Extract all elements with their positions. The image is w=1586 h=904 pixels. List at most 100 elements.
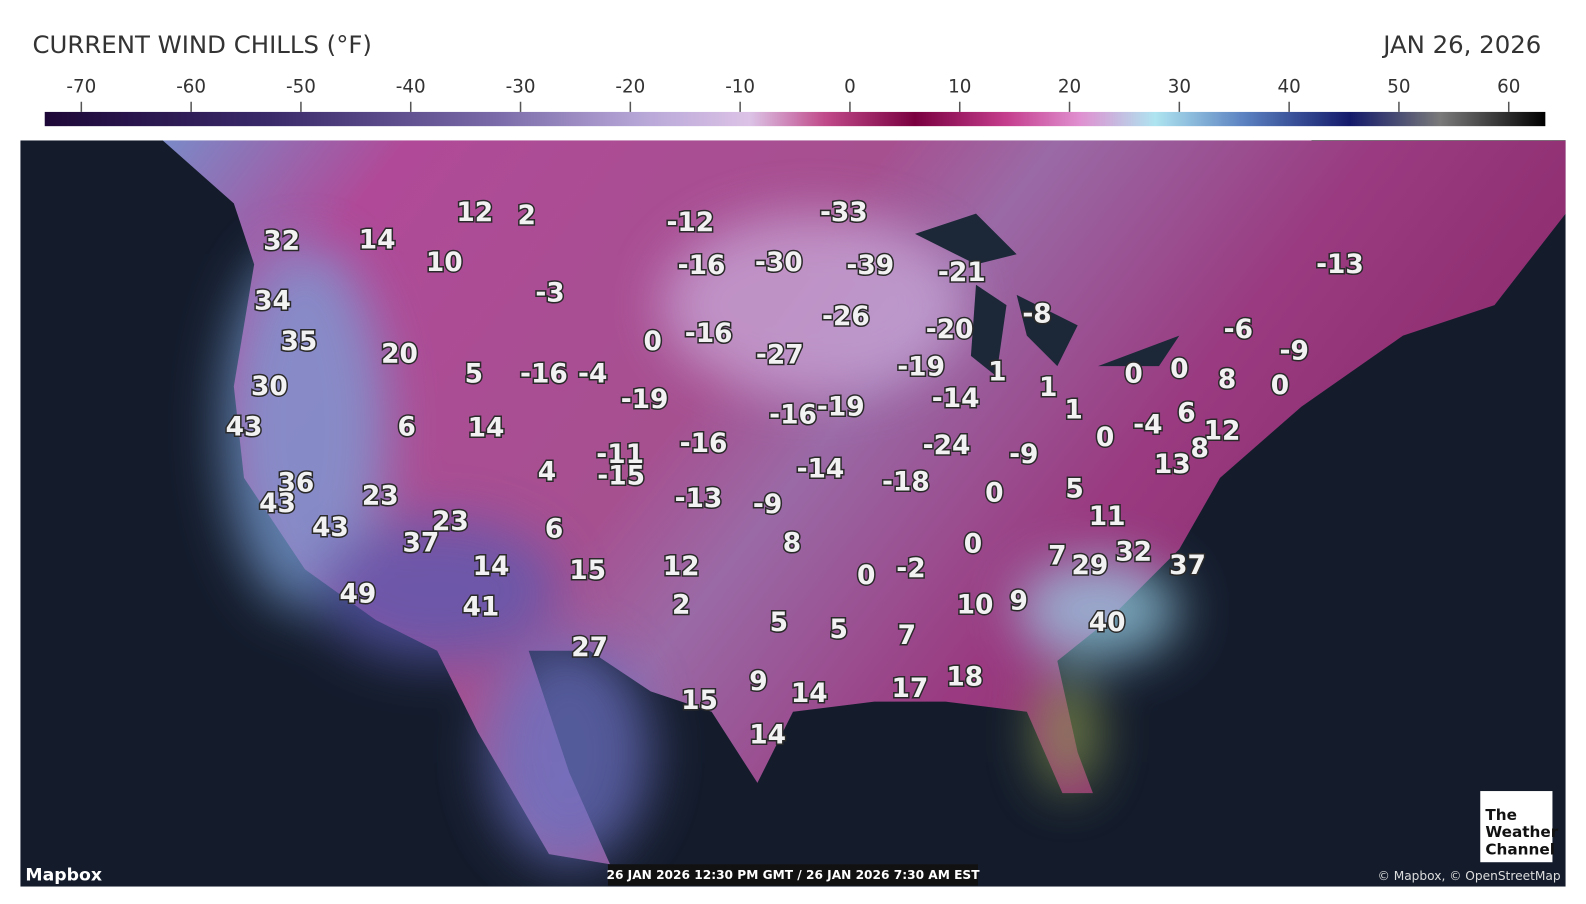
wind-chill-label: -16 [685, 318, 733, 349]
wind-chill-label: 23 [432, 506, 469, 537]
wind-chill-label: 6 [397, 412, 415, 443]
wind-chill-label: 34 [254, 286, 291, 317]
wind-chill-label: 23 [362, 481, 399, 512]
wind-chill-label: 27 [571, 632, 608, 663]
wind-chill-label: -27 [756, 339, 804, 370]
wind-chill-label: -26 [822, 301, 870, 332]
wind-chill-label: 0 [857, 560, 875, 591]
wind-chill-label: 35 [281, 326, 318, 357]
wind-chill-label: -19 [817, 391, 865, 422]
logo-text: The [1485, 806, 1517, 824]
wind-chill-label: -21 [938, 257, 986, 288]
wind-chill-label: 8 [783, 528, 801, 559]
wind-chill-label: -6 [1224, 314, 1253, 345]
wind-chill-label: 20 [381, 338, 418, 369]
wind-chill-label: -33 [820, 197, 868, 228]
tick-label: 60 [1497, 77, 1520, 98]
wind-chill-label: 5 [770, 607, 788, 638]
wind-chill-label: 6 [1177, 397, 1195, 428]
wind-chill-label: 0 [964, 529, 982, 560]
tick-label: -40 [396, 77, 426, 98]
wind-chill-label: -9 [1009, 439, 1038, 470]
wind-chill-label: -16 [678, 250, 726, 281]
wind-chill-label: 49 [339, 578, 376, 609]
wind-chill-label: 0 [1170, 354, 1188, 385]
wind-chill-label: 0 [1096, 422, 1114, 453]
timestamp: 26 JAN 2026 12:30 PM GMT / 26 JAN 2026 7… [606, 868, 980, 882]
tick-label: -20 [615, 77, 645, 98]
wind-chill-label: 1 [1064, 394, 1082, 425]
wind-chill-label: 10 [426, 247, 463, 278]
wind-chill-label: 0 [1271, 370, 1289, 401]
wind-chill-label: -16 [769, 399, 817, 430]
wind-chill-label: 7 [898, 620, 916, 651]
wind-chill-label: 6 [545, 513, 563, 544]
wind-chill-label: -18 [882, 467, 930, 498]
wind-chill-label: -19 [621, 384, 669, 415]
wind-chill-label: -20 [926, 314, 974, 345]
warm-areas [223, 213, 1180, 865]
wind-chill-label: 5 [1065, 474, 1083, 505]
wind-chill-label: -13 [1316, 249, 1364, 280]
wind-chill-label: 15 [681, 685, 718, 716]
tick-label: 0 [844, 77, 856, 98]
wind-chill-label: 43 [312, 512, 349, 543]
wind-chill-label: -39 [846, 250, 894, 281]
wind-chill-label: 0 [985, 478, 1003, 509]
wind-chill-label: 12 [663, 551, 700, 582]
wind-chill-label: 37 [403, 528, 440, 559]
wind-chill-label: -30 [755, 247, 803, 278]
wind-chill-label: 18 [946, 662, 983, 693]
tick-label: -50 [286, 77, 316, 98]
wind-chill-label: 5 [830, 614, 848, 645]
wind-chill-label: 17 [892, 673, 929, 704]
logo-text: Channel [1485, 841, 1555, 859]
wind-chill-label: 30 [251, 371, 288, 402]
great-lakes [915, 213, 1180, 377]
wind-chill-label: 9 [1010, 585, 1028, 616]
wind-chill-label: -3 [535, 277, 564, 308]
wind-chill-label: -19 [897, 352, 945, 383]
wind-chill-label: 12 [456, 197, 493, 228]
wind-chill-label: 11 [1089, 501, 1126, 532]
logo [1480, 791, 1553, 863]
legend-ticks: -70 -60 -50 -40 -30 -20 -10 0 10 20 30 40 50 60 [66, 77, 1520, 112]
wind-chill-label: -2 [896, 553, 925, 584]
wind-chill-label: 15 [569, 555, 606, 586]
wind-chill-label: -13 [675, 483, 723, 514]
wind-chill-label: -12 [666, 207, 714, 238]
brand: Mapbox [25, 865, 102, 885]
wind-chill-label: 14 [749, 720, 786, 751]
wind-chill-label: 12 [1204, 416, 1241, 447]
wind-chill-label: 0 [644, 326, 662, 357]
date: JAN 26, 2026 [1381, 30, 1541, 59]
wind-chill-label: -16 [520, 359, 568, 390]
wind-chill-label: 14 [473, 551, 510, 582]
wind-chill-label: 32 [1115, 537, 1152, 568]
tick-label: 10 [948, 77, 971, 98]
wind-chill-label: 14 [468, 413, 505, 444]
wind-chill-label: 1 [988, 357, 1006, 388]
wind-chill-label: -15 [597, 460, 645, 491]
logo-text: Weather [1485, 823, 1558, 841]
wind-chill-label: 8 [1218, 364, 1236, 395]
wind-chill-label: -8 [1022, 299, 1051, 330]
wind-chill-label: 14 [791, 678, 828, 709]
tick-label: -10 [725, 77, 755, 98]
wind-chill-label: 2 [672, 590, 690, 621]
wind-chill-label: -9 [753, 489, 782, 520]
wind-chill-label: -4 [578, 359, 607, 390]
wind-chill-label: -9 [1280, 335, 1309, 366]
wind-chill-label: 4 [538, 456, 556, 487]
wind-chill-label: 41 [462, 592, 499, 623]
timestamp-box [607, 864, 979, 886]
title: CURRENT WIND CHILLS (°F) [33, 30, 372, 59]
wind-chill-label: -14 [797, 453, 845, 484]
tick-label: 30 [1168, 77, 1191, 98]
wind-chill-label: 10 [957, 590, 994, 621]
wind-chill-label: 7 [1048, 541, 1066, 572]
wind-chill-label: -16 [680, 428, 728, 459]
